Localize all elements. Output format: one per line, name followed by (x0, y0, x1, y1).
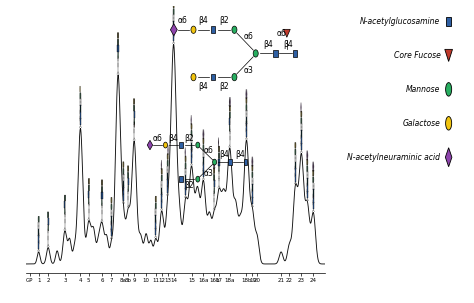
Text: β4: β4 (235, 150, 245, 159)
Text: N-acetylglucosamine: N-acetylglucosamine (360, 17, 440, 26)
Text: α6: α6 (178, 16, 188, 25)
Text: Galactose: Galactose (402, 119, 440, 128)
Text: α3: α3 (243, 66, 253, 75)
Text: β2: β2 (219, 82, 228, 91)
Text: β2: β2 (184, 181, 194, 190)
Text: β4: β4 (168, 134, 178, 143)
Circle shape (191, 26, 196, 33)
Polygon shape (170, 24, 177, 36)
Circle shape (232, 74, 237, 81)
Text: β4: β4 (263, 40, 273, 49)
Polygon shape (445, 49, 453, 62)
Bar (179, 142, 183, 148)
Text: β2: β2 (219, 16, 228, 25)
Bar (179, 176, 183, 182)
Circle shape (253, 50, 258, 57)
Polygon shape (147, 140, 153, 150)
Circle shape (191, 74, 196, 81)
Text: β4: β4 (283, 40, 292, 49)
Circle shape (213, 159, 217, 165)
Text: α6: α6 (243, 32, 253, 41)
Bar (244, 159, 247, 165)
Circle shape (232, 26, 237, 33)
Text: α3: α3 (204, 169, 214, 178)
Circle shape (446, 117, 452, 130)
Text: Mannose: Mannose (406, 85, 440, 94)
Circle shape (196, 142, 200, 148)
Text: β2: β2 (184, 134, 194, 143)
Bar (447, 17, 451, 26)
Bar (293, 50, 297, 57)
Circle shape (164, 142, 167, 148)
Text: N-acetylneuraminic acid: N-acetylneuraminic acid (347, 153, 440, 162)
Bar (211, 74, 215, 80)
Text: α6: α6 (276, 29, 286, 38)
Bar (273, 50, 278, 57)
Polygon shape (446, 148, 452, 167)
Text: β4: β4 (199, 82, 208, 91)
Bar (228, 159, 232, 165)
Text: β4: β4 (219, 150, 229, 159)
Bar (211, 26, 215, 33)
Circle shape (196, 176, 200, 182)
Text: β4: β4 (199, 16, 208, 25)
Text: α6: α6 (204, 146, 214, 155)
Text: α6: α6 (152, 134, 162, 143)
Polygon shape (283, 29, 290, 37)
Text: Core Fucose: Core Fucose (393, 51, 440, 60)
Circle shape (446, 83, 452, 96)
